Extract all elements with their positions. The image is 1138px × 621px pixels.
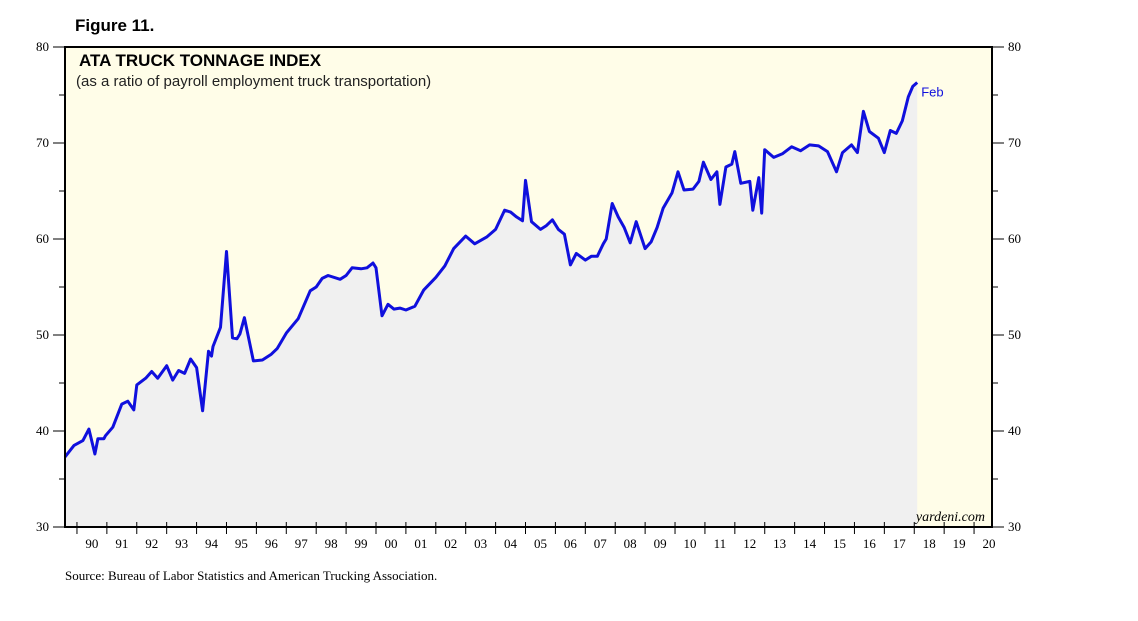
y-tick-label-right: 40: [1008, 423, 1021, 438]
x-tick-label: 92: [145, 536, 158, 551]
x-tick-label: 19: [953, 536, 966, 551]
area-under-line: [65, 82, 918, 527]
x-tick-label: 13: [773, 536, 786, 551]
x-tick-label: 95: [235, 536, 248, 551]
watermark: yardeni.com: [914, 510, 985, 525]
source-note: Source: Bureau of Labor Statistics and A…: [65, 568, 438, 583]
x-tick-label: 16: [863, 536, 877, 551]
x-tick-label: 98: [325, 536, 338, 551]
x-tick-label: 00: [384, 536, 397, 551]
x-tick-label: 04: [504, 536, 518, 551]
y-tick-label-left: 70: [36, 135, 49, 150]
x-tick-label: 93: [175, 536, 188, 551]
y-tick-label-right: 80: [1008, 39, 1021, 54]
series-line-truck-tonnage: [63, 81, 919, 458]
x-tick-label: 18: [923, 536, 936, 551]
x-tick-label: 91: [115, 536, 128, 551]
axes: 30 30 40 40 50 50 60 60 70 70 80 80 90 91 92 93 94 95 96 97…: [36, 39, 1021, 551]
x-tick-label: 09: [654, 536, 667, 551]
y-tick-label-right: 50: [1008, 327, 1021, 342]
y-tick-label-right: 60: [1008, 231, 1021, 246]
x-tick-label: 01: [414, 536, 427, 551]
x-tick-label: 06: [564, 536, 578, 551]
y-tick-label-left: 40: [36, 423, 49, 438]
x-tick-label: 02: [444, 536, 457, 551]
end-label: Feb: [921, 85, 943, 100]
x-tick-label: 20: [983, 536, 996, 551]
x-tick-label: 11: [714, 536, 727, 551]
x-tick-label: 14: [803, 536, 817, 551]
x-tick-label: 94: [205, 536, 219, 551]
y-tick-label-left: 30: [36, 519, 49, 534]
figure-label: Figure 11.: [75, 16, 155, 35]
y-tick-label-left: 60: [36, 231, 49, 246]
x-tick-label: 99: [355, 536, 368, 551]
x-tick-label: 90: [85, 536, 98, 551]
x-tick-label: 97: [295, 536, 309, 551]
chart-subtitle: (as a ratio of payroll employment truck …: [76, 73, 431, 90]
x-tick-label: 10: [683, 536, 696, 551]
x-tick-label: 05: [534, 536, 547, 551]
x-tick-label: 03: [474, 536, 487, 551]
x-tick-label: 12: [743, 536, 756, 551]
x-tick-label: 08: [624, 536, 637, 551]
y-tick-label-right: 30: [1008, 519, 1021, 534]
chart-title: ATA TRUCK TONNAGE INDEX: [79, 51, 322, 70]
x-tick-label: 17: [893, 536, 907, 551]
y-tick-label-left: 80: [36, 39, 49, 54]
y-tick-label-left: 50: [36, 327, 49, 342]
x-tick-label: 15: [833, 536, 846, 551]
x-tick-label: 07: [594, 536, 608, 551]
y-tick-label-right: 70: [1008, 135, 1021, 150]
x-tick-label: 96: [265, 536, 279, 551]
